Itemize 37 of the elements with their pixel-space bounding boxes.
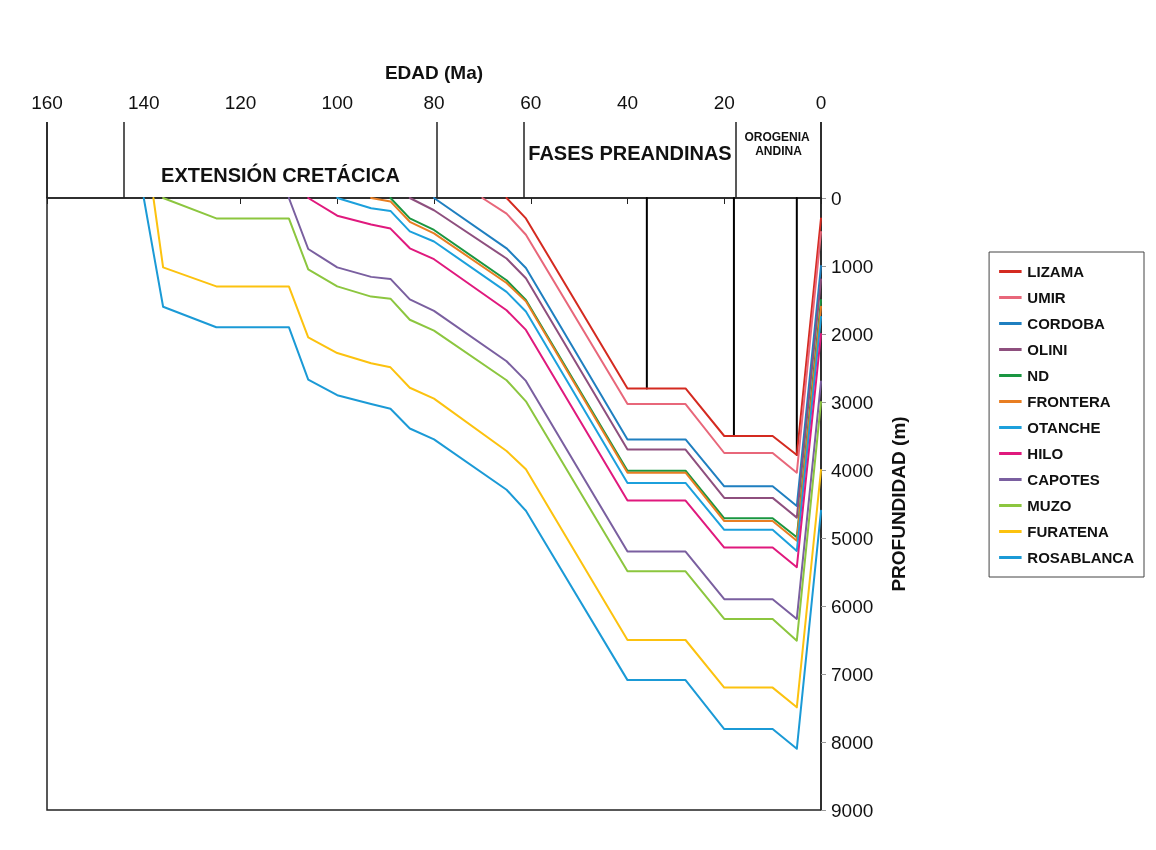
legend-label: ROSABLANCA [1027, 549, 1135, 566]
y-tick-label: 8000 [831, 731, 874, 753]
legend-label: CORDOBA [1027, 315, 1105, 332]
legend-label: UMIR [1027, 289, 1066, 306]
x-axis-title: EDAD (Ma) [384, 62, 484, 83]
legend-label: OLINI [1027, 341, 1068, 358]
text: EXTENSIÓN CRETÁCICA [161, 163, 400, 186]
y-axis-title: PROFUNDIDAD (m) [888, 416, 909, 592]
y-tick-label: 4000 [831, 459, 874, 481]
y-tick-label: 9000 [831, 799, 874, 821]
legend-label: CAPOTES [1027, 471, 1100, 488]
y-tick-label: 7000 [831, 663, 874, 685]
legend-label: LIZAMA [1027, 263, 1085, 280]
y-tick-label: 5000 [831, 527, 874, 549]
x-tick-label: 40 [616, 92, 639, 113]
legend-label: HILO [1027, 445, 1064, 462]
y-tick-label: 1000 [831, 255, 874, 277]
legend-label: OTANCHE [1027, 419, 1101, 436]
x-tick-label: 20 [713, 92, 735, 113]
text: FASES PREANDINAS [528, 142, 732, 164]
line-series [287, 197, 822, 620]
x-tick-label: 0 [815, 92, 827, 113]
y-tick-label: 3000 [831, 391, 874, 413]
text: OROGENIA ANDINA [744, 130, 813, 158]
x-tick-label: 160 [31, 92, 63, 113]
x-tick-label: 120 [224, 92, 257, 113]
legend-label: ND [1027, 367, 1050, 384]
legend-label: FRONTERA [1027, 393, 1111, 410]
x-tick-label: 100 [321, 92, 354, 113]
x-tick-label: 140 [127, 92, 160, 113]
y-tick-label: 6000 [831, 595, 874, 617]
legend-label: MUZO [1027, 497, 1072, 514]
x-tick-label: 80 [423, 92, 445, 113]
y-tick-label: 2000 [831, 323, 874, 345]
x-tick-label: 60 [520, 92, 542, 113]
legend-label: FURATENA [1027, 523, 1109, 540]
y-tick-label: 0 [831, 187, 842, 209]
